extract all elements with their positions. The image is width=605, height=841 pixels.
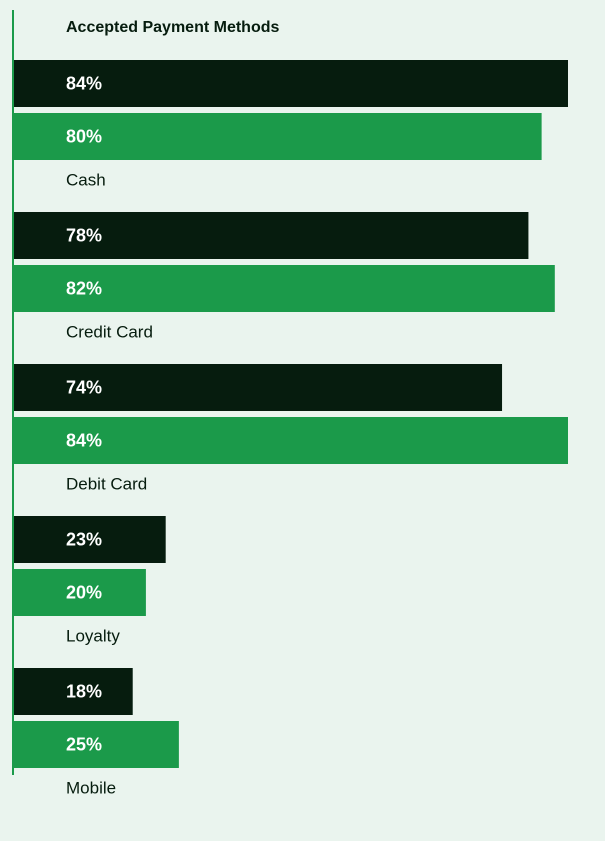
bar [14,364,503,411]
category-label: Loyalty [66,626,120,645]
bar [14,113,542,160]
category-label: Mobile [66,778,116,797]
value-label: 74% [66,377,102,397]
value-label: 18% [66,681,102,701]
bar [14,668,133,715]
category-label: Cash [66,170,106,189]
value-label: 78% [66,225,102,245]
value-label: 23% [66,529,102,549]
bar [14,721,179,768]
value-label: 20% [66,582,102,602]
value-label: 84% [66,430,102,450]
value-label: 82% [66,278,102,298]
chart-title: Accepted Payment Methods [66,19,279,36]
bar [14,265,555,312]
bar [14,60,568,107]
bar [14,569,146,616]
value-label: 80% [66,126,102,146]
value-label: 84% [66,73,102,93]
bar [14,516,166,563]
category-label: Debit Card [66,474,147,493]
value-label: 25% [66,734,102,754]
bar [14,417,568,464]
category-label: Credit Card [66,322,153,341]
bar [14,212,529,259]
